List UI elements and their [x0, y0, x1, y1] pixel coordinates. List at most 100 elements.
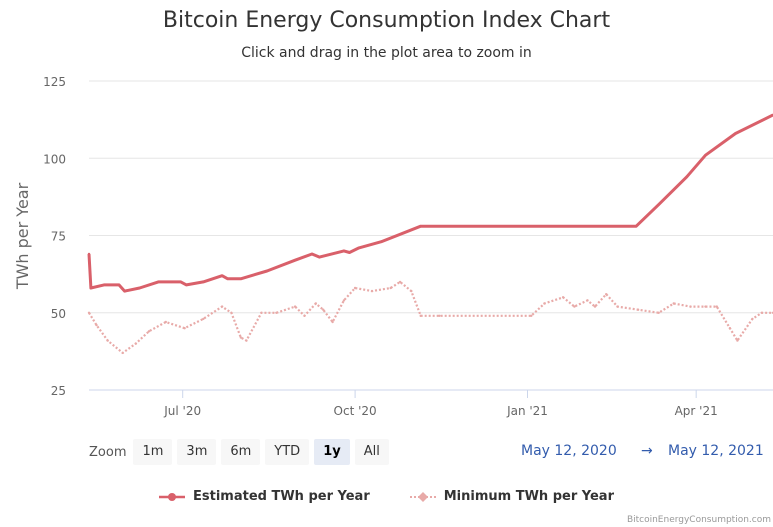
minimum-data-point — [134, 342, 137, 345]
estimated-data-point — [293, 259, 297, 262]
estimated-data-point — [157, 280, 160, 284]
y-tick-label: 25 — [51, 384, 66, 398]
minimum-data-point — [370, 289, 374, 293]
estimated-series-line — [87, 113, 773, 293]
estimated-data-point — [102, 283, 106, 287]
zoom-all-button[interactable]: All — [354, 439, 389, 465]
legend-label-minimum: Minimum TWh per Year — [443, 489, 614, 504]
series-group — [87, 113, 773, 355]
minimum-data-point — [715, 305, 718, 308]
minimum-data-point — [331, 320, 334, 324]
minimum-data-point — [245, 339, 248, 342]
minimum-data-point — [314, 302, 317, 305]
minimum-data-point — [322, 308, 325, 311]
zoom-3m-button[interactable]: 3m — [177, 439, 217, 465]
minimum-data-point — [736, 339, 739, 342]
minimum-data-point — [342, 299, 346, 302]
estimated-data-point — [265, 269, 269, 273]
minimum-data-point — [275, 311, 278, 314]
minimum-data-point — [704, 305, 707, 308]
estimated-data-point — [318, 255, 321, 259]
circle-marker-icon — [159, 492, 185, 501]
grid-lines — [89, 80, 773, 391]
minimum-data-point — [164, 320, 167, 324]
estimated-data-point — [185, 283, 188, 287]
minimum-data-point — [672, 302, 675, 305]
estimated-data-point — [138, 286, 141, 290]
minimum-data-point — [616, 305, 619, 308]
minimum-data-point — [202, 317, 205, 321]
minimum-data-point — [689, 305, 692, 308]
range-to-input[interactable]: May 12, 2021 — [668, 443, 764, 459]
minimum-series-line — [88, 280, 773, 354]
minimum-data-point — [389, 286, 392, 290]
minimum-data-point — [728, 327, 732, 330]
minimum-data-point — [751, 317, 754, 321]
estimated-data-point — [226, 277, 229, 280]
zoom-1m-button[interactable]: 1m — [133, 439, 173, 465]
minimum-data-point — [573, 305, 576, 308]
minimum-data-point — [230, 311, 233, 314]
minimum-data-point — [636, 308, 640, 311]
legend-label-estimated: Estimated TWh per Year — [193, 489, 370, 504]
estimated-data-point — [734, 132, 737, 135]
estimated-data-point — [87, 252, 91, 256]
range-arrow: → — [641, 443, 653, 459]
minimum-data-point — [543, 302, 546, 305]
chart-title: Bitcoin Energy Consumption Index Chart — [162, 8, 611, 33]
zoom-controls: Zoom 1m 3m 6m YTD 1y All — [89, 438, 389, 466]
legend: Estimated TWh per Year Minimum TWh per Y… — [0, 489, 773, 504]
minimum-data-point — [760, 311, 763, 314]
zoom-label: Zoom — [89, 444, 127, 460]
diamond-marker-icon — [409, 491, 436, 502]
y-tick-labels: 25 50 75 100 125 — [43, 75, 66, 398]
minimum-data-point — [239, 336, 242, 339]
minimum-data-point — [561, 296, 565, 299]
minimum-data-point — [260, 311, 263, 314]
minimum-data-point — [593, 305, 597, 308]
estimated-data-point — [170, 280, 173, 284]
minimum-data-point — [147, 330, 151, 333]
estimated-data-point — [89, 286, 93, 290]
zoom-1y-button[interactable]: 1y — [314, 439, 350, 465]
minimum-data-point — [183, 327, 186, 330]
estimated-data-point — [635, 225, 638, 228]
y-tick-label: 75 — [51, 230, 66, 244]
estimated-data-point — [657, 203, 660, 206]
plot-area[interactable]: 25 50 75 100 125 Jul '20 Oct '20 Jan '21 Apr '2… — [0, 0, 773, 480]
y-tick-label: 50 — [51, 307, 66, 321]
estimated-data-point — [310, 252, 314, 256]
minimum-data-point — [530, 314, 533, 317]
x-tick-label: Oct '20 — [334, 404, 377, 418]
estimated-data-point — [220, 274, 224, 277]
estimated-data-point — [179, 280, 182, 284]
estimated-data-point — [348, 251, 351, 254]
legend-item-minimum[interactable]: Minimum TWh per Year — [409, 489, 614, 504]
estimated-data-point — [342, 249, 346, 253]
y-tick-label: 100 — [43, 152, 66, 166]
minimum-data-point — [220, 305, 224, 308]
minimum-data-point — [353, 286, 357, 290]
minimum-data-point — [419, 314, 422, 317]
credit-link[interactable]: BitcoinEnergyConsumption.com — [626, 515, 771, 525]
y-tick-label: 125 — [43, 75, 66, 89]
minimum-data-point — [586, 299, 589, 302]
zoom-6m-button[interactable]: 6m — [221, 439, 261, 465]
x-tick-label: Jul '20 — [163, 404, 201, 418]
minimum-data-point — [95, 323, 98, 327]
minimum-data-point — [605, 293, 608, 296]
estimated-data-point — [357, 246, 361, 250]
x-tick-labels: Jul '20 Oct '20 Jan '21 Apr '21 — [163, 390, 718, 418]
minimum-data-point — [438, 314, 441, 317]
minimum-data-point — [398, 280, 402, 284]
estimated-data-point — [202, 280, 205, 284]
minimum-data-point — [303, 314, 306, 317]
x-tick-label: Apr '21 — [675, 404, 718, 418]
estimated-data-point — [117, 283, 121, 287]
range-from-input[interactable]: May 12, 2020 — [521, 443, 617, 459]
zoom-ytd-button[interactable]: YTD — [265, 439, 310, 465]
minimum-data-point — [87, 311, 91, 314]
minimum-data-point — [121, 351, 124, 355]
minimum-data-point — [410, 289, 413, 293]
legend-item-estimated[interactable]: Estimated TWh per Year — [159, 489, 370, 504]
